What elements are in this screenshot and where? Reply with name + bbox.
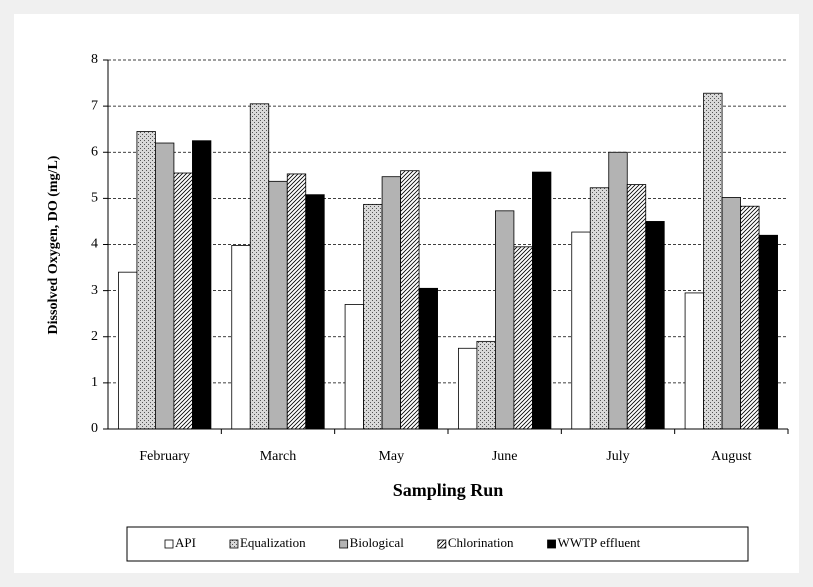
bar [721,197,741,430]
legend-label: Chlorination [448,535,514,550]
x-tick-label: June [492,449,518,464]
bar [684,292,704,430]
bar [400,170,420,430]
bar [268,180,288,430]
y-tick-label: 3 [91,283,98,298]
y-tick-label: 0 [91,421,98,436]
bar [192,140,212,430]
y-tick-label: 8 [91,52,98,67]
bar [173,172,193,430]
bar [571,231,591,430]
legend-label: Biological [350,535,405,550]
bar [476,340,496,430]
y-tick-label: 1 [91,375,98,390]
bar [608,151,628,430]
y-tick-label: 2 [91,329,98,344]
y-tick-label: 5 [91,191,98,206]
bar [286,173,307,430]
bar [136,131,156,430]
x-tick-label: May [378,449,404,464]
bar [626,184,647,430]
legend-label: WWTP effluent [558,535,641,550]
bar [740,205,760,430]
legend-label: API [175,535,196,550]
bar [231,245,251,430]
bar [381,176,401,430]
legend-swatch [229,539,239,549]
bar [532,171,552,430]
bar [418,287,438,430]
bar [589,187,610,430]
bar [249,103,270,430]
bar [118,271,138,430]
x-tick-label: July [606,449,629,464]
x-axis-title: Sampling Run [393,480,504,500]
bar [758,234,778,430]
legend-swatch [437,539,447,549]
bar [344,304,364,430]
bar [495,210,515,430]
bar [645,221,665,430]
legend-swatch [547,539,556,549]
y-tick-label: 6 [91,144,98,159]
bar [703,92,723,430]
bar [155,142,175,430]
y-axis-title: Dissolved Oxygen, DO (mg/L) [46,155,61,334]
legend-label: Equalization [240,535,306,550]
bar [363,203,383,430]
legend-swatch [339,539,349,549]
y-tick-label: 7 [91,98,98,113]
bar [513,246,533,430]
bar [305,194,325,430]
x-tick-label: February [139,449,190,464]
x-tick-label: August [711,449,752,464]
y-tick-label: 4 [91,237,98,252]
bar [458,347,478,430]
x-tick-label: March [260,449,297,464]
legend-swatch [164,539,174,549]
